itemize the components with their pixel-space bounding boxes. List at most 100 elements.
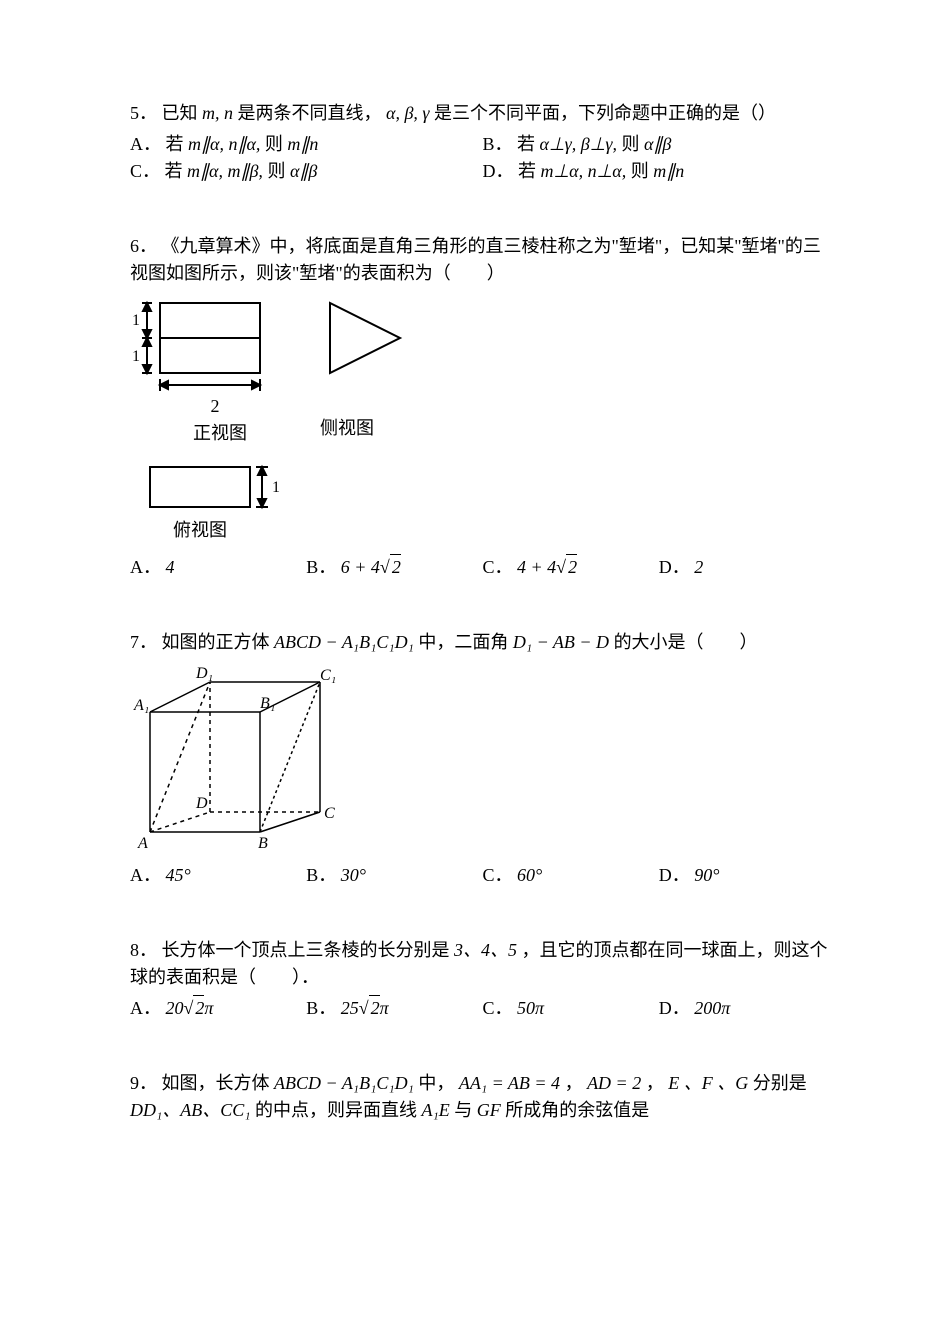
q9-comma2: ， (646, 1073, 664, 1093)
q5-opt-a: A． 若 m∥α, n∥α, 则 m∥n (130, 131, 483, 158)
opt-label: C． (130, 161, 160, 181)
opt-rad: 2 (390, 554, 401, 581)
opt-val: 2 (694, 557, 703, 577)
q7-angle: D₁ − AB − D (513, 632, 609, 652)
opt-label: D． (659, 557, 690, 577)
q7-opt-a: A． 45° (130, 862, 306, 889)
q7-number: 7． (130, 632, 157, 652)
opt-label: C． (483, 557, 513, 577)
q6-diagram-row2: 1 俯视图 (130, 457, 835, 544)
top-view-svg: 1 (130, 457, 300, 517)
q8-opt-d: D． 200π (659, 995, 835, 1022)
q6-opt-d: D． 2 (659, 554, 835, 581)
q7-stem-b: 中，二面角 (418, 632, 508, 652)
q6-number: 6． (130, 236, 157, 256)
opt-post: π (380, 998, 389, 1018)
opt-pre: 若 (165, 161, 183, 181)
opt-label: D． (483, 161, 514, 181)
q7-opt-d: D． 90° (659, 862, 835, 889)
page-content: 5． 已知 m, n 是两条不同直线， α, β, γ 是三个不同平面，下列命题… (0, 0, 945, 1232)
q8-opt-a: A． 20√2π (130, 995, 306, 1022)
opt-label: B． (306, 865, 336, 885)
q6-options: A． 4 B． 6 + 4√2 C． 4 + 4√2 D． 2 (130, 554, 835, 581)
label-B1: B₁ (260, 695, 275, 712)
opt-label: B． (483, 134, 513, 154)
q9-stem: 9． 如图，长方体 ABCD − A₁B₁C₁D₁ 中， AA₁ = AB = … (130, 1070, 835, 1124)
opt-post: 则 (631, 161, 649, 181)
opt-math2: α∥β (644, 134, 671, 154)
q5-stem-b: 是两条不同直线， (238, 103, 382, 123)
label-A1: A₁ (133, 697, 149, 714)
q9-cube: ABCD − A₁B₁C₁D₁ (274, 1073, 414, 1093)
opt-label: C． (483, 865, 513, 885)
q7-cube: ABCD − A₁B₁C₁D₁ (274, 632, 414, 652)
top-label: 俯视图 (130, 517, 270, 544)
opt-pre: 6 + 4 (341, 557, 380, 577)
q9-number: 9． (130, 1073, 157, 1093)
label-C1: C₁ (320, 667, 336, 684)
q8-opt-c: C． 50π (483, 995, 659, 1022)
opt-rad: 2 (193, 995, 204, 1022)
opt-pre: 25 (341, 998, 359, 1018)
q5-opt-c: C． 若 m∥α, m∥β, 则 α∥β (130, 158, 483, 185)
opt-rad: 2 (369, 995, 380, 1022)
q9-gf: GF (477, 1100, 501, 1120)
q6-diagram-row1: 1 1 2 正视图 侧视图 (130, 293, 835, 447)
q9-efg: E 、F 、G (668, 1073, 748, 1093)
q7-opt-b: B． 30° (306, 862, 482, 889)
side-label: 侧视图 (320, 415, 420, 442)
q5-opt-b: B． 若 α⊥γ, β⊥γ, 则 α∥β (483, 131, 836, 158)
dim-2-row: 2 (130, 393, 270, 420)
q9-stem-f: 所成角的余弦值是 (505, 1100, 649, 1120)
opt-label: B． (306, 998, 336, 1018)
opt-label: D． (659, 865, 690, 885)
opt-rad: 2 (566, 554, 577, 581)
q6-stem-text: 《九章算术》中，将底面是直角三角形的直三棱柱称之为"堑堵"，已知某"堑堵"的三视… (130, 236, 821, 283)
q9-stem-b: 中， (418, 1073, 454, 1093)
label-B: B (258, 835, 268, 852)
q8-dims: 3、4、5 (454, 940, 517, 960)
q5-abg: α, β, γ (386, 103, 430, 123)
q5-options: A． 若 m∥α, n∥α, 则 m∥n B． 若 α⊥γ, β⊥γ, 则 α∥… (130, 131, 835, 185)
question-6: 6． 《九章算术》中，将底面是直角三角形的直三棱柱称之为"堑堵"，已知某"堑堵"… (130, 233, 835, 581)
q5-number: 5． (130, 103, 157, 123)
opt-pre: 若 (518, 161, 536, 181)
opt-math2: m∥n (653, 161, 684, 181)
q9-stem-a: 如图，长方体 (162, 1073, 270, 1093)
opt-val: 200π (694, 998, 730, 1018)
q7-opt-c: C． 60° (483, 862, 659, 889)
q5-stem-c: 是三个不同平面，下列命题中正确的是（） (434, 103, 776, 123)
q7-stem-a: 如图的正方体 (162, 632, 270, 652)
q7-diagram: A B C D A₁ B₁ C₁ D₁ (130, 662, 835, 852)
cube-svg: A B C D A₁ B₁ C₁ D₁ (130, 662, 350, 852)
front-label: 正视图 (130, 420, 290, 447)
q9-stem-e: 与 (454, 1100, 472, 1120)
q9-eq2: AD = 2 (587, 1073, 641, 1093)
question-8: 8． 长方体一个顶点上三条棱的长分别是 3、4、5 ，且它的顶点都在同一球面上，… (130, 937, 835, 1022)
opt-val: 30° (341, 865, 366, 885)
q9-stem-c: 分别是 (753, 1073, 807, 1093)
opt-val: 60° (517, 865, 542, 885)
q9-ae: A₁E (422, 1100, 450, 1120)
opt-math2: α∥β (290, 161, 317, 181)
front-view-svg: 1 1 (130, 293, 270, 393)
opt-math: m∥α, m∥β, (187, 161, 263, 181)
dim-1c: 1 (272, 479, 280, 496)
q5-opt-d: D． 若 m⊥α, n⊥α, 则 m∥n (483, 158, 836, 185)
opt-pre: 若 (517, 134, 535, 154)
opt-post: π (204, 998, 213, 1018)
question-5: 5． 已知 m, n 是两条不同直线， α, β, γ 是三个不同平面，下列命题… (130, 100, 835, 185)
opt-pre: 若 (166, 134, 184, 154)
opt-val: 90° (694, 865, 719, 885)
q6-opt-b: B． 6 + 4√2 (306, 554, 482, 581)
q6-opt-a: A． 4 (130, 554, 306, 581)
dim-1a: 1 (132, 312, 140, 329)
q9-stem-d: 的中点，则异面直线 (255, 1100, 417, 1120)
opt-math: α⊥γ, β⊥γ, (540, 134, 617, 154)
opt-label: A． (130, 998, 161, 1018)
q7-options: A． 45° B． 30° C． 60° D． 90° (130, 862, 835, 889)
q8-options: A． 20√2π B． 25√2π C． 50π D． 200π (130, 995, 835, 1022)
opt-post: 则 (621, 134, 639, 154)
q8-opt-b: B． 25√2π (306, 995, 482, 1022)
q6-opt-c: C． 4 + 4√2 (483, 554, 659, 581)
